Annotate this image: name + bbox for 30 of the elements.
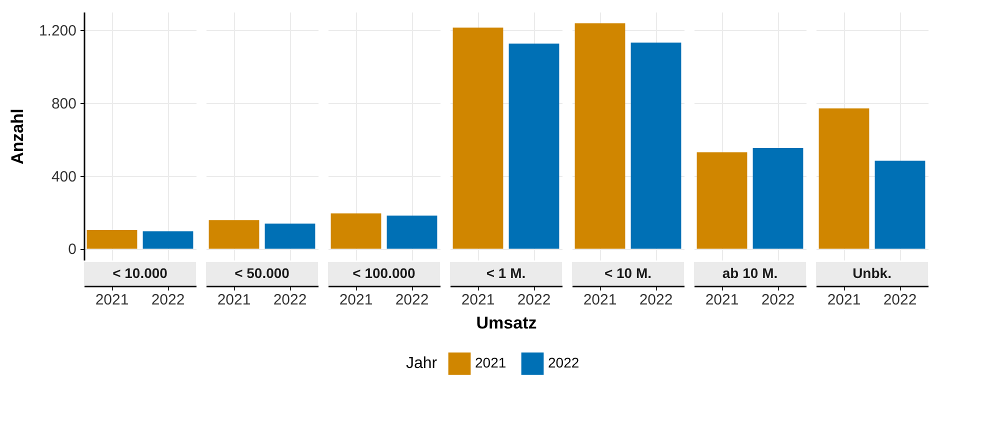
text: < 50.000 <box>234 265 290 281</box>
y-tick-label: 1.200 <box>38 22 76 40</box>
text: ab 10 M. <box>722 265 778 281</box>
x-tick-label: 2022 <box>395 292 429 308</box>
text: < 1 M. <box>486 265 526 281</box>
x-tick-label: 2022 <box>883 292 917 308</box>
x-axis-title: Umsatz <box>476 314 537 332</box>
legend-title: Jahr <box>406 355 438 372</box>
y-tick-label: 0 <box>68 241 76 258</box>
text: < 10 M. <box>604 265 652 281</box>
text: < 10.000 <box>112 265 168 281</box>
x-tick-label: 2021 <box>95 292 129 308</box>
x-tick-label: 2021 <box>705 292 739 308</box>
legend-label: 2022 <box>548 354 580 371</box>
x-tick-label: 2022 <box>517 292 551 308</box>
x-tick-label: 2021 <box>583 292 617 308</box>
x-tick-label: 2021 <box>461 292 495 308</box>
x-tick-label: 2022 <box>151 292 185 308</box>
y-axis-title: Anzahl <box>8 108 27 164</box>
x-tick-label: 2021 <box>827 292 861 308</box>
x-tick-label: 2022 <box>761 292 795 308</box>
y-tick-label: 800 <box>51 96 76 113</box>
x-tick-label: 2021 <box>217 292 251 308</box>
legend-label: 2021 <box>475 354 506 371</box>
text: < 100.000 <box>352 265 416 281</box>
x-tick-label: 2022 <box>273 292 307 308</box>
text: Unbk. <box>852 265 892 281</box>
x-tick-label: 2021 <box>339 292 373 308</box>
x-tick-label: 2022 <box>639 292 673 308</box>
y-tick-label: 400 <box>51 168 76 186</box>
